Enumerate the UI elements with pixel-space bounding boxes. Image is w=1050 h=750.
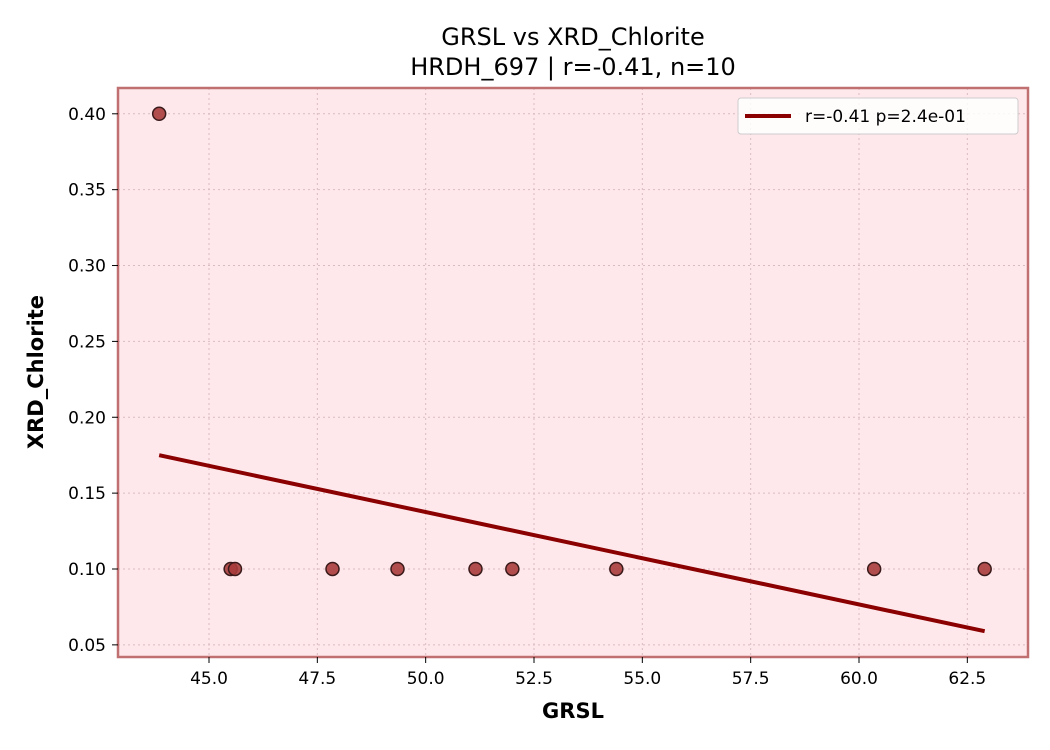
y-axis-label: XRD_Chlorite — [24, 295, 48, 449]
data-point — [609, 561, 624, 577]
data-points — [151, 106, 992, 577]
data-point — [227, 561, 243, 577]
data-point — [151, 106, 167, 122]
legend-label: r=-0.41 p=2.4e-01 — [805, 107, 966, 127]
x-axis-ticks: 45.0 47.5 50.0 52.5 55.0 57.5 60.0 62.5 — [190, 657, 986, 689]
plot-area — [118, 88, 1028, 657]
x-axis-label: GRSL — [542, 699, 604, 723]
y-tick-label: 0.30 — [68, 257, 106, 277]
x-tick-label: 55.0 — [623, 669, 661, 689]
data-point — [390, 561, 405, 577]
grid-lines — [118, 88, 1028, 657]
y-tick-label: 0.20 — [68, 408, 106, 428]
chart-subtitle: HRDH_697 | r=-0.41, n=10 — [410, 53, 736, 81]
x-tick-label: 50.0 — [407, 669, 445, 689]
data-point — [505, 561, 520, 577]
y-tick-label: 0.10 — [68, 560, 106, 580]
y-tick-label: 0.05 — [68, 636, 106, 656]
y-tick-label: 0.35 — [68, 181, 106, 201]
y-axis-ticks: 0.05 0.10 0.15 0.20 0.25 0.30 0.35 0.40 — [68, 105, 118, 656]
data-point — [325, 561, 340, 577]
fit-line-group — [158, 453, 986, 634]
plot-frame — [116, 86, 1030, 659]
legend: r=-0.41 p=2.4e-01 — [737, 97, 1019, 135]
legend-box — [737, 97, 1019, 135]
y-tick-label: 0.40 — [68, 105, 106, 125]
x-tick-label: 52.5 — [515, 669, 553, 689]
data-point — [866, 561, 882, 577]
data-point — [468, 561, 483, 577]
x-tick-label: 60.0 — [840, 669, 878, 689]
data-point — [977, 561, 992, 577]
regression-line — [158, 453, 986, 634]
y-tick-label: 0.15 — [68, 484, 106, 504]
x-tick-label: 45.0 — [190, 669, 228, 689]
x-tick-label: 62.5 — [948, 669, 986, 689]
chart-title: GRSL vs XRD_Chlorite — [441, 23, 704, 51]
x-tick-label: 57.5 — [732, 669, 770, 689]
y-tick-label: 0.25 — [68, 332, 106, 352]
x-tick-label: 47.5 — [298, 669, 336, 689]
